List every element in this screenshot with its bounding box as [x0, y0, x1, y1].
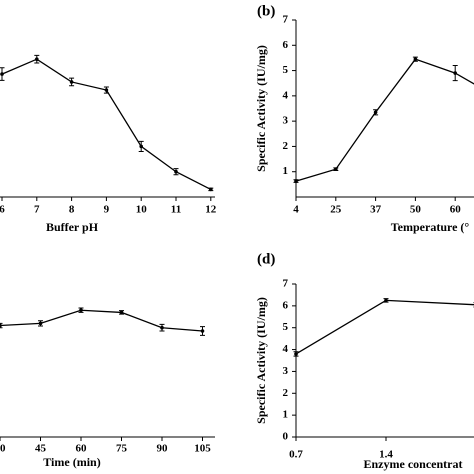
x-tick-label: 37	[370, 204, 382, 216]
y-tick-label: 6	[283, 39, 289, 51]
point	[200, 329, 205, 333]
x-tick-label: 12	[205, 204, 217, 216]
data-line	[295, 299, 474, 355]
y-tick-label: 2	[283, 140, 289, 152]
panel-label: (d)	[257, 251, 275, 267]
x-axis-label: Time (min)	[43, 455, 100, 469]
y-tick-label: 3	[283, 115, 289, 127]
point	[79, 308, 83, 313]
x-tick-label: 7	[34, 204, 40, 216]
y-tick-label: 4	[283, 89, 289, 101]
data-line	[0, 309, 203, 332]
panel-label: (b)	[257, 3, 275, 19]
x-tick-label: 9	[104, 204, 110, 216]
point	[174, 169, 178, 174]
x-tick-label: 4	[293, 204, 299, 216]
point	[35, 57, 39, 61]
x-tick-label: 0.7	[289, 449, 303, 461]
y-tick-label: 5	[283, 64, 289, 76]
x-tick-label: 60	[450, 204, 462, 216]
point	[0, 72, 4, 76]
y-axis-label: Specific Activity (IU/mg)	[254, 297, 268, 424]
point	[119, 310, 124, 315]
point	[209, 187, 213, 192]
x-tick-label: 10	[136, 204, 148, 216]
x-tick-label: 75	[116, 443, 128, 455]
point	[384, 298, 388, 303]
point	[413, 57, 418, 61]
x-tick-label: 25	[330, 204, 342, 216]
point	[453, 71, 458, 75]
point	[160, 325, 164, 330]
y-tick-label: 6	[283, 299, 289, 311]
point	[294, 179, 298, 183]
point	[104, 88, 109, 92]
x-axis-label: Temperature (°	[391, 220, 470, 234]
data-line	[295, 58, 474, 182]
y-tick-label: 0	[283, 431, 289, 443]
point	[139, 144, 143, 149]
point	[69, 80, 74, 84]
y-tick-label: 2	[283, 387, 289, 399]
y-tick-label: 7	[283, 278, 289, 290]
x-axis-label: Enzyme concentrat	[364, 457, 463, 471]
x-tick-label: 50	[410, 204, 422, 216]
x-axis-label: Buffer pH	[46, 220, 99, 234]
point	[0, 323, 2, 328]
point	[334, 167, 338, 171]
x-tick-label: 105	[194, 443, 211, 455]
x-tick-label: 90	[157, 443, 169, 455]
x-tick-label: 11	[171, 204, 181, 216]
x-tick-label: 60	[76, 443, 88, 455]
x-tick-label: 45	[35, 443, 47, 455]
y-tick-label: 7	[283, 14, 289, 26]
x-tick-label: 30	[0, 443, 6, 455]
data-line	[1, 58, 212, 190]
point	[38, 321, 43, 326]
error-bar	[0, 322, 3, 329]
y-tick-label: 5	[283, 321, 289, 333]
y-tick-label: 1	[283, 165, 289, 177]
point	[294, 352, 298, 356]
y-tick-label: 1	[283, 409, 289, 421]
point	[373, 110, 378, 115]
y-tick-label: 4	[283, 343, 289, 355]
x-tick-label: 1.4	[379, 449, 393, 461]
x-tick-label: 8	[69, 204, 75, 216]
x-tick-label: 6	[0, 204, 5, 216]
y-tick-label: 3	[283, 365, 289, 377]
y-axis-label: Specific Activity (IU/mg)	[254, 45, 268, 172]
